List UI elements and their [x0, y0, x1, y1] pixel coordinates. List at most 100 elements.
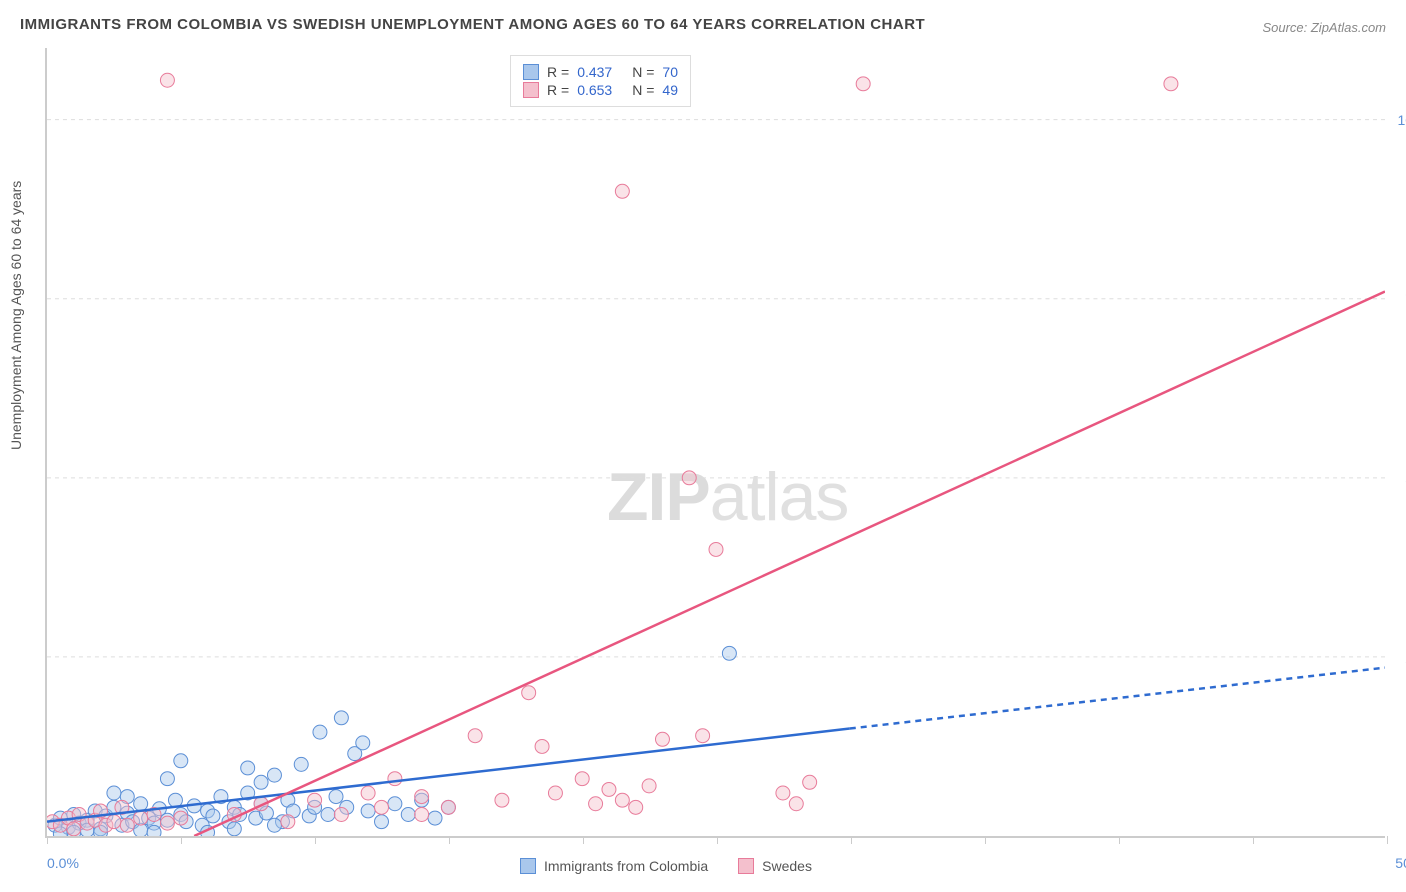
scatter-point-swedes [308, 793, 322, 807]
scatter-point-colombia [160, 772, 174, 786]
scatter-point-swedes [361, 786, 375, 800]
scatter-point-colombia [401, 808, 415, 822]
y-tick-label: 100.0% [1398, 112, 1406, 128]
scatter-point-swedes [495, 793, 509, 807]
scatter-point-colombia [267, 768, 281, 782]
scatter-point-swedes [803, 775, 817, 789]
x-tick-mark [449, 836, 450, 844]
scatter-point-swedes [160, 816, 174, 830]
scatter-point-swedes [789, 797, 803, 811]
n-value: 49 [662, 82, 678, 98]
scatter-point-swedes [441, 800, 455, 814]
scatter-point-colombia [321, 808, 335, 822]
scatter-point-swedes [415, 790, 429, 804]
n-value: 70 [662, 64, 678, 80]
scatter-point-swedes [107, 815, 121, 829]
scatter-point-swedes [535, 739, 549, 753]
scatter-point-colombia [241, 761, 255, 775]
legend-label: Immigrants from Colombia [544, 858, 708, 874]
trend-line-swedes [194, 292, 1385, 836]
scatter-point-swedes [468, 729, 482, 743]
legend-item-swedes: Swedes [738, 858, 812, 874]
legend-swatch-colombia [523, 64, 539, 80]
scatter-point-colombia [206, 809, 220, 823]
scatter-point-colombia [147, 825, 161, 836]
scatter-point-colombia [361, 804, 375, 818]
x-tick-mark [47, 836, 48, 844]
legend-item-colombia: Immigrants from Colombia [520, 858, 708, 874]
scatter-point-colombia [313, 725, 327, 739]
legend-swatch-swedes [738, 858, 754, 874]
series-legend: Immigrants from Colombia Swedes [520, 858, 812, 874]
x-tick-mark [583, 836, 584, 844]
chart-container: IMMIGRANTS FROM COLOMBIA VS SWEDISH UNEM… [0, 0, 1406, 892]
r-label: R = [547, 64, 569, 80]
trend-line-dash-colombia [850, 668, 1385, 729]
scatter-point-colombia [254, 775, 268, 789]
scatter-point-swedes [67, 822, 81, 836]
n-label: N = [632, 64, 654, 80]
r-value: 0.437 [577, 64, 612, 80]
scatter-point-swedes [388, 772, 402, 786]
legend-label: Swedes [762, 858, 812, 874]
scatter-point-swedes [375, 800, 389, 814]
x-tick-mark [1119, 836, 1120, 844]
scatter-point-swedes [415, 808, 429, 822]
scatter-point-swedes [709, 542, 723, 556]
r-label: R = [547, 82, 569, 98]
scatter-point-swedes [160, 73, 174, 87]
scatter-point-swedes [602, 782, 616, 796]
legend-swatch-swedes [523, 82, 539, 98]
x-tick-mark [851, 836, 852, 844]
scatter-point-swedes [629, 800, 643, 814]
scatter-point-swedes [615, 793, 629, 807]
scatter-point-swedes [174, 811, 188, 825]
scatter-point-swedes [522, 686, 536, 700]
y-axis-label: Unemployment Among Ages 60 to 64 years [8, 181, 24, 450]
source-attribution: Source: ZipAtlas.com [1262, 20, 1386, 35]
scatter-point-colombia [267, 818, 281, 832]
scatter-point-swedes [575, 772, 589, 786]
scatter-point-colombia [375, 815, 389, 829]
scatter-point-swedes [589, 797, 603, 811]
n-label: N = [632, 82, 654, 98]
scatter-point-swedes [655, 732, 669, 746]
x-tick-mark [1387, 836, 1388, 844]
scatter-point-swedes [682, 471, 696, 485]
scatter-point-colombia [356, 736, 370, 750]
scatter-point-colombia [334, 711, 348, 725]
scatter-point-swedes [1164, 77, 1178, 91]
x-tick-mark [1253, 836, 1254, 844]
scatter-point-colombia [428, 811, 442, 825]
scatter-point-colombia [294, 757, 308, 771]
scatter-point-swedes [856, 77, 870, 91]
scatter-point-colombia [107, 786, 121, 800]
x-tick-mark [985, 836, 986, 844]
x-tick-mark [717, 836, 718, 844]
scatter-point-swedes [334, 808, 348, 822]
scatter-point-colombia [227, 822, 241, 836]
legend-swatch-colombia [520, 858, 536, 874]
x-tick-end: 50.0% [1395, 855, 1406, 871]
scatter-point-swedes [615, 184, 629, 198]
scatter-point-swedes [281, 815, 295, 829]
scatter-point-swedes [776, 786, 790, 800]
scatter-point-swedes [642, 779, 656, 793]
scatter-point-colombia [388, 797, 402, 811]
x-tick-mark [181, 836, 182, 844]
chart-title: IMMIGRANTS FROM COLOMBIA VS SWEDISH UNEM… [20, 16, 925, 33]
scatter-point-swedes [696, 729, 710, 743]
legend-row-swedes: R = 0.653 N = 49 [523, 82, 678, 98]
scatter-point-colombia [329, 790, 343, 804]
correlation-legend: R = 0.437 N = 70 R = 0.653 N = 49 [510, 55, 691, 107]
scatter-point-swedes [134, 811, 148, 825]
plot-svg [47, 48, 1385, 836]
scatter-point-colombia [722, 646, 736, 660]
legend-row-colombia: R = 0.437 N = 70 [523, 64, 678, 80]
scatter-point-colombia [134, 797, 148, 811]
scatter-point-colombia [174, 754, 188, 768]
r-value: 0.653 [577, 82, 612, 98]
scatter-point-swedes [120, 818, 134, 832]
plot-area: ZIPatlas 25.0%50.0%75.0%100.0%0.0%50.0% [45, 48, 1385, 838]
scatter-point-swedes [548, 786, 562, 800]
